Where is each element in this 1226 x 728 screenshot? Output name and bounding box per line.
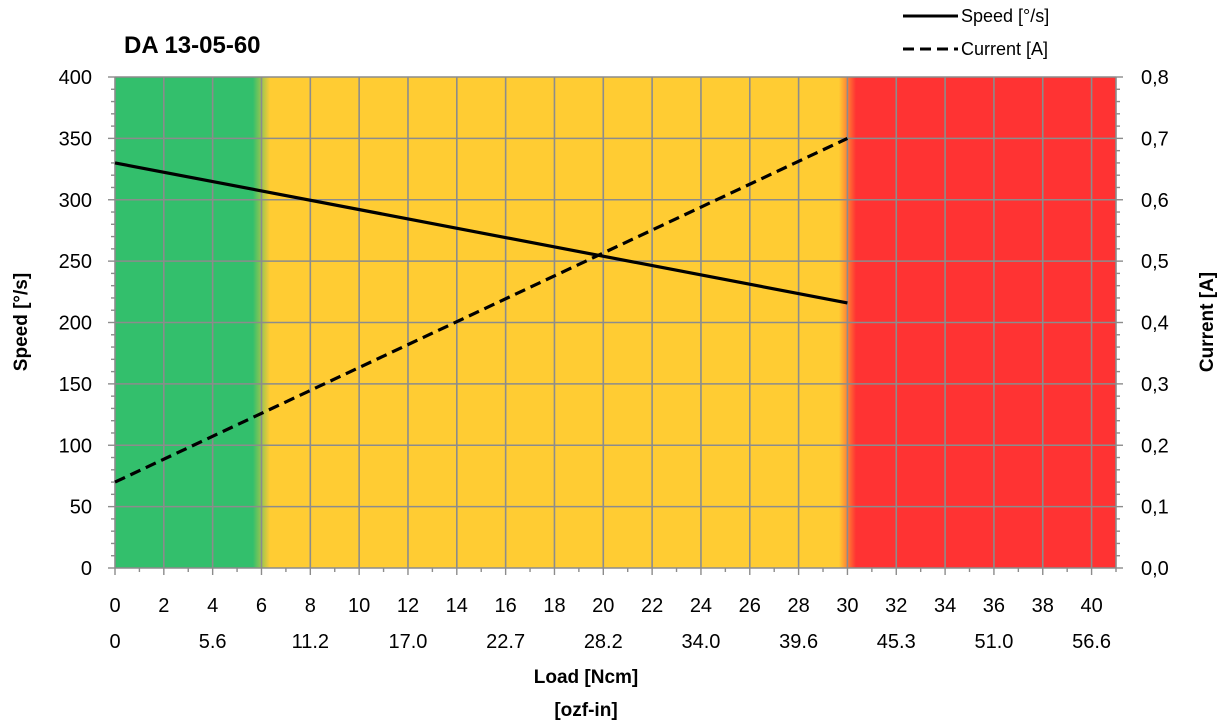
x2-tick-label: 11.2 (292, 631, 329, 653)
x2-tick-label: 45.3 (877, 631, 916, 653)
grid (115, 76, 1116, 568)
x2-tick-label: 39.6 (779, 631, 818, 653)
x-tick-label: 0 (109, 595, 120, 617)
legend: Speed [°/s] Current [A] (903, 6, 1049, 59)
x-tick-label: 32 (885, 595, 907, 617)
x-tick-label: 36 (983, 595, 1005, 617)
y-tick-label: 250 (59, 251, 92, 273)
y2-tick-label: 0,0 (1141, 558, 1169, 580)
x-tick-label: 28 (787, 595, 809, 617)
y2-tick-label: 0,4 (1141, 313, 1169, 335)
x2-tick-label: 34.0 (681, 631, 720, 653)
tick-labels: 0 2 4 6 8 10 12 14 16 18 20 22 24 26 28 30 32 34 36 38 400 5.… (59, 67, 1169, 653)
x-tick-label: 20 (592, 595, 614, 617)
x-tick-label: 30 (836, 595, 858, 617)
x-tick-label: 14 (446, 595, 468, 617)
series-group (114, 136, 849, 484)
y-tick-label: 150 (59, 374, 92, 396)
y2-tick-label: 0,7 (1141, 128, 1169, 150)
x-tick-label: 4 (207, 595, 218, 617)
x2-tick-label: 17.0 (389, 631, 428, 653)
x2-tick-label: 22.7 (486, 631, 525, 653)
x2-tick-label: 56.6 (1072, 631, 1111, 653)
x-tick-label: 24 (690, 595, 712, 617)
x-tick-label: 16 (495, 595, 517, 617)
x2-tick-label: 5.6 (199, 631, 227, 653)
y-tick-label: 100 (59, 435, 92, 457)
x-tick-label: 6 (256, 595, 267, 617)
y2-tick-label: 0,2 (1141, 435, 1169, 457)
x2-tick-label: 0 (109, 631, 120, 653)
x2-tick-label: 28.2 (584, 631, 623, 653)
chart-title: DA 13-05-60 (124, 32, 261, 59)
y2-tick-label: 0,6 (1141, 190, 1169, 212)
x-tick-label: 2 (158, 595, 169, 617)
legend-current-label: Current [A] (961, 39, 1048, 59)
y-tick-label: 300 (59, 190, 92, 212)
legend-speed-label: Speed [°/s] (961, 6, 1049, 26)
speed-series-line (114, 161, 848, 305)
x-tick-label: 40 (1080, 595, 1102, 617)
x2-tick-label: 51.0 (974, 631, 1013, 653)
x-axis-title: Load [Ncm] (534, 667, 639, 688)
y2-axis-title: Current [A] (1197, 272, 1218, 372)
x-tick-label: 10 (348, 595, 370, 617)
y2-tick-label: 0,5 (1141, 251, 1169, 273)
y-tick-label: 200 (59, 313, 92, 335)
axes (108, 76, 1123, 575)
y-axis-title: Speed [°/s] (11, 273, 32, 371)
x-tick-label: 12 (397, 595, 419, 617)
x-tick-label: 34 (934, 595, 956, 617)
x-tick-label: 18 (543, 595, 565, 617)
y-tick-label: 0 (81, 558, 92, 580)
y-tick-label: 400 (59, 67, 92, 89)
y2-tick-label: 0,1 (1141, 497, 1169, 519)
x-tick-label: 22 (641, 595, 663, 617)
x2-axis-title: [ozf-in] (554, 700, 617, 721)
y2-tick-label: 0,8 (1141, 67, 1169, 89)
x-tick-label: 26 (739, 595, 761, 617)
x-tick-label: 8 (305, 595, 316, 617)
y-tick-label: 350 (59, 128, 92, 150)
x-tick-label: 38 (1032, 595, 1054, 617)
y2-tick-label: 0,3 (1141, 374, 1169, 396)
y-tick-label: 50 (70, 497, 92, 519)
